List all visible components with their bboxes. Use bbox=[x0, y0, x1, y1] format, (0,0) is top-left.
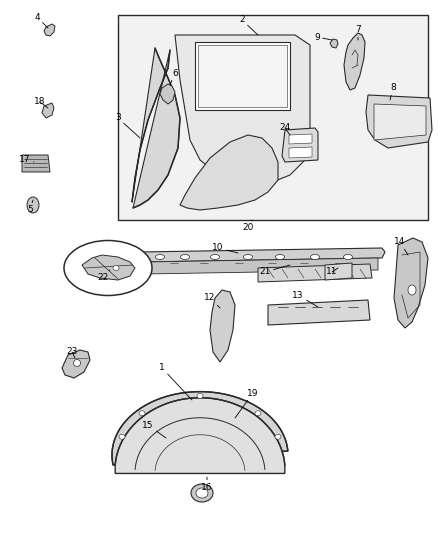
Polygon shape bbox=[175, 35, 310, 185]
Text: 5: 5 bbox=[27, 200, 33, 214]
Text: 6: 6 bbox=[170, 69, 178, 85]
Ellipse shape bbox=[191, 484, 213, 502]
Ellipse shape bbox=[276, 254, 285, 260]
Text: 20: 20 bbox=[242, 220, 254, 232]
Polygon shape bbox=[330, 39, 338, 48]
Text: 23: 23 bbox=[66, 348, 78, 358]
Text: 9: 9 bbox=[314, 33, 332, 42]
Polygon shape bbox=[22, 155, 50, 172]
Text: 24: 24 bbox=[279, 124, 291, 135]
Text: 11: 11 bbox=[326, 268, 338, 277]
Ellipse shape bbox=[343, 254, 353, 260]
Polygon shape bbox=[180, 135, 278, 210]
Polygon shape bbox=[42, 103, 54, 118]
Ellipse shape bbox=[311, 254, 319, 260]
Text: 18: 18 bbox=[34, 98, 48, 108]
Ellipse shape bbox=[27, 197, 39, 213]
Polygon shape bbox=[366, 95, 432, 148]
Text: 10: 10 bbox=[212, 244, 238, 253]
Polygon shape bbox=[394, 238, 428, 328]
Polygon shape bbox=[344, 33, 365, 90]
Polygon shape bbox=[289, 147, 312, 158]
Ellipse shape bbox=[211, 254, 219, 260]
Ellipse shape bbox=[196, 488, 208, 498]
Text: 14: 14 bbox=[394, 238, 408, 255]
Text: 17: 17 bbox=[19, 156, 34, 165]
Ellipse shape bbox=[180, 254, 190, 260]
Ellipse shape bbox=[113, 265, 119, 271]
Polygon shape bbox=[195, 42, 290, 110]
Polygon shape bbox=[62, 350, 90, 378]
Ellipse shape bbox=[155, 254, 165, 260]
Polygon shape bbox=[118, 15, 428, 220]
Ellipse shape bbox=[275, 434, 281, 439]
Text: 15: 15 bbox=[142, 421, 166, 438]
Polygon shape bbox=[132, 48, 180, 208]
Ellipse shape bbox=[64, 240, 152, 295]
Text: 7: 7 bbox=[355, 26, 361, 40]
Polygon shape bbox=[198, 45, 287, 107]
Text: 1: 1 bbox=[159, 364, 192, 400]
Text: 3: 3 bbox=[115, 114, 140, 138]
Polygon shape bbox=[160, 84, 175, 104]
Polygon shape bbox=[289, 134, 312, 144]
Ellipse shape bbox=[197, 393, 203, 399]
Ellipse shape bbox=[74, 359, 81, 367]
Polygon shape bbox=[112, 392, 288, 465]
Text: 21: 21 bbox=[259, 265, 290, 277]
Ellipse shape bbox=[408, 285, 416, 295]
Text: 22: 22 bbox=[97, 270, 110, 282]
Polygon shape bbox=[138, 248, 385, 262]
Polygon shape bbox=[325, 263, 352, 280]
Ellipse shape bbox=[119, 434, 125, 439]
Polygon shape bbox=[210, 290, 235, 362]
Polygon shape bbox=[268, 300, 370, 325]
Text: 12: 12 bbox=[204, 294, 220, 308]
Ellipse shape bbox=[139, 411, 145, 416]
Polygon shape bbox=[82, 255, 135, 280]
Polygon shape bbox=[115, 398, 285, 473]
Text: 2: 2 bbox=[239, 15, 258, 35]
Polygon shape bbox=[44, 24, 55, 36]
Polygon shape bbox=[282, 128, 318, 162]
Ellipse shape bbox=[255, 411, 261, 416]
Polygon shape bbox=[374, 104, 426, 140]
Text: 8: 8 bbox=[390, 84, 396, 100]
Text: 16: 16 bbox=[201, 477, 213, 491]
Ellipse shape bbox=[244, 254, 252, 260]
Polygon shape bbox=[145, 258, 378, 274]
Text: 19: 19 bbox=[235, 389, 259, 418]
Text: 4: 4 bbox=[34, 12, 48, 28]
Polygon shape bbox=[258, 264, 372, 282]
Text: 13: 13 bbox=[292, 290, 318, 307]
